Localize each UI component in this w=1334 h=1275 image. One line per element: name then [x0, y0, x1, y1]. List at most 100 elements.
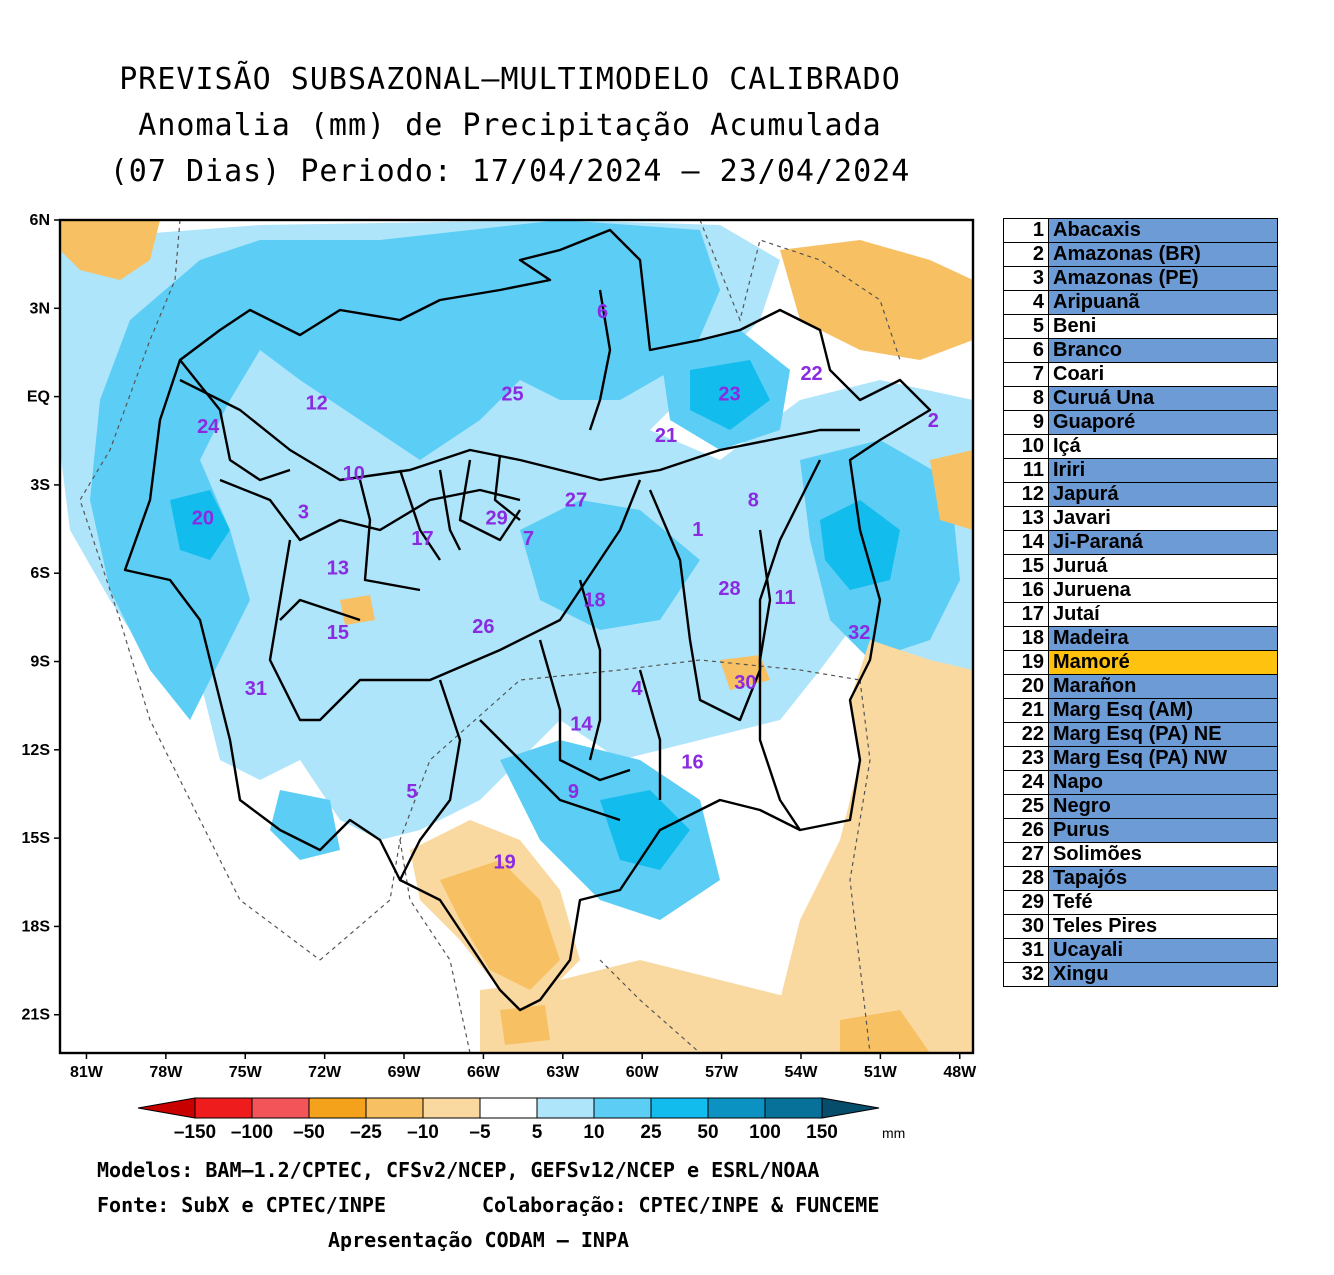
legend-basin-name: Ji-Paraná: [1048, 530, 1278, 555]
colorbar-label: 100: [749, 1122, 781, 1143]
legend-row: 31 Ucayali: [1003, 938, 1278, 963]
legend-number: 11: [1003, 458, 1049, 483]
colorbar-segment: [707, 1097, 766, 1119]
legend-number: 17: [1003, 602, 1049, 627]
legend-row: 2 Amazonas (BR): [1003, 242, 1278, 267]
legend-number: 12: [1003, 482, 1049, 507]
colorbar-label: 150: [806, 1122, 838, 1143]
legend-row: 18 Madeira: [1003, 626, 1278, 651]
basin-number-labels: 1234567891011121314151617181920212223242…: [192, 301, 939, 873]
legend-basin-name: Juruá: [1048, 554, 1278, 579]
legend-basin-name: Coari: [1048, 362, 1278, 387]
basin-label-22: 22: [800, 363, 822, 385]
legend-number: 20: [1003, 674, 1049, 699]
legend-number: 31: [1003, 938, 1049, 963]
legend-row: 8 Curuá Una: [1003, 386, 1278, 411]
basin-label-15: 15: [327, 622, 349, 644]
legend-basin-name: Marg Esq (PA) NW: [1048, 746, 1278, 771]
lon-tick-label: 63W: [546, 1064, 580, 1081]
latitude-axis: 6N 3N EQ 3S 6S 9S 12S 15S 18S 21S: [22, 212, 60, 1024]
lat-tick-label: 3S: [30, 477, 50, 494]
legend-basin-name: Solimões: [1048, 842, 1278, 867]
legend-basin-name: Amazonas (BR): [1048, 242, 1278, 267]
basin-label-12: 12: [306, 392, 328, 414]
lon-tick-label: 69W: [388, 1064, 422, 1081]
basin-label-16: 16: [681, 752, 703, 774]
legend-number: 32: [1003, 962, 1049, 987]
lon-tick-label: 78W: [149, 1064, 183, 1081]
legend-basin-name: Javari: [1048, 506, 1278, 531]
legend-row: 24 Napo: [1003, 770, 1278, 795]
basin-legend-table: 1 Abacaxis 2 Amazonas (BR) 3 Amazonas (PE) 4 Ar…: [1003, 218, 1278, 987]
basin-label-26: 26: [472, 616, 494, 638]
legend-number: 22: [1003, 722, 1049, 747]
legend-number: 8: [1003, 386, 1049, 411]
colorbar-segment: [764, 1097, 823, 1119]
legend-row: 16 Juruena: [1003, 578, 1278, 603]
colorbar-label: –50: [293, 1122, 325, 1143]
credit-collaboration: Colaboração: CPTEC/INPE & FUNCEME: [482, 1193, 880, 1217]
legend-basin-name: Teles Pires: [1048, 914, 1278, 939]
legend-row: 12 Japurá: [1003, 482, 1278, 507]
legend-basin-name: Guaporé: [1048, 410, 1278, 435]
legend-basin-name: Madeira: [1048, 626, 1278, 651]
lat-tick-label: 6N: [30, 212, 50, 229]
legend-row: 14 Ji-Paraná: [1003, 530, 1278, 555]
basin-label-17: 17: [411, 528, 433, 550]
lat-tick-label: 15S: [22, 830, 51, 847]
legend-row: 11 Iriri: [1003, 458, 1278, 483]
legend-number: 16: [1003, 578, 1049, 603]
legend-basin-name: Marg Esq (PA) NE: [1048, 722, 1278, 747]
legend-row: 25 Negro: [1003, 794, 1278, 819]
lon-tick-label: 48W: [943, 1064, 977, 1081]
colorbar-label: 10: [583, 1122, 604, 1143]
colorbar-arrow-right: [821, 1097, 880, 1119]
legend-row: 28 Tapajós: [1003, 866, 1278, 891]
legend-number: 5: [1003, 314, 1049, 339]
basin-label-25: 25: [501, 384, 523, 406]
basin-label-19: 19: [493, 852, 515, 874]
legend-basin-name: Napo: [1048, 770, 1278, 795]
legend-row: 9 Guaporé: [1003, 410, 1278, 435]
legend-row: 19 Mamoré: [1003, 650, 1278, 675]
legend-basin-name: Abacaxis: [1048, 218, 1278, 243]
title-line-1: PREVISÃO SUBSAZONAL–MULTIMODELO CALIBRAD…: [119, 62, 901, 97]
legend-row: 29 Tefé: [1003, 890, 1278, 915]
legend-number: 23: [1003, 746, 1049, 771]
legend-basin-name: Curuá Una: [1048, 386, 1278, 411]
lon-tick-label: 51W: [864, 1064, 898, 1081]
basin-label-24: 24: [197, 416, 220, 438]
precipitation-anomaly-map: 6N 3N EQ 3S 6S 9S 12S 15S 18S 21S 81W 78W 75W 72W 69W…: [0, 200, 1000, 1090]
legend-basin-name: Marañon: [1048, 674, 1278, 699]
colorbar-segment: [479, 1097, 538, 1119]
legend-basin-name: Negro: [1048, 794, 1278, 819]
colorbar-label: –5: [469, 1122, 491, 1143]
legend-number: 14: [1003, 530, 1049, 555]
colorbar-label: –25: [350, 1122, 382, 1143]
legend-number: 27: [1003, 842, 1049, 867]
legend-basin-name: Aripuanã: [1048, 290, 1278, 315]
basin-label-8: 8: [748, 490, 759, 512]
basin-label-9: 9: [568, 781, 579, 803]
basin-label-31: 31: [245, 678, 267, 700]
lat-tick-label: 6S: [30, 565, 50, 582]
country-borders: [79, 220, 901, 1053]
lon-tick-label: 66W: [467, 1064, 501, 1081]
colorbar-segment: [365, 1097, 424, 1119]
colorbar-segment: [308, 1097, 367, 1119]
lat-tick-label: 3N: [30, 300, 50, 317]
basin-label-30: 30: [734, 672, 756, 694]
colorbar-segment: [251, 1097, 310, 1119]
legend-number: 24: [1003, 770, 1049, 795]
legend-row: 32 Xingu: [1003, 962, 1278, 987]
legend-row: 17 Jutaí: [1003, 602, 1278, 627]
legend-row: 10 Içá: [1003, 434, 1278, 459]
legend-number: 7: [1003, 362, 1049, 387]
basin-label-27: 27: [565, 490, 587, 512]
legend-row: 20 Marañon: [1003, 674, 1278, 699]
legend-row: 5 Beni: [1003, 314, 1278, 339]
legend-basin-name: Amazonas (PE): [1048, 266, 1278, 291]
basin-label-28: 28: [718, 578, 740, 600]
map-frame: [58, 218, 975, 1055]
legend-basin-name: Tefé: [1048, 890, 1278, 915]
